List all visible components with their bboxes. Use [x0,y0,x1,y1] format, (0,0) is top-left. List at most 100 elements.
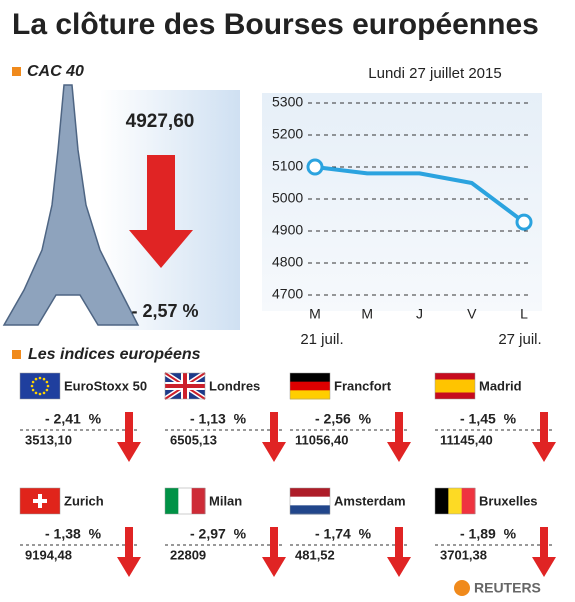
index-change: - 2,56 % [315,411,372,427]
y-tick-label: 4700 [272,286,303,302]
x-tick-label: L [520,306,528,322]
index-name: Zurich [64,493,104,508]
flag [435,488,476,514]
y-tick-label: 5000 [272,190,303,206]
x-tick-label: M [309,306,321,322]
bullet [12,350,21,359]
index-close: 9194,48 [25,547,72,562]
flag-border [434,487,476,515]
index-name: Amsterdam [334,493,406,508]
index-change: - 1,13 % [190,411,247,427]
flag-part [461,488,476,514]
down-arrow [532,527,556,577]
flag-part [290,496,330,506]
index-change: - 1,45 % [460,411,517,427]
index-close: 3513,10 [25,432,72,447]
flag-star [42,377,46,381]
y-tick-label: 5300 [272,94,303,110]
indices-heading: Les indices européens [28,346,201,363]
down-arrow [387,412,411,462]
date-label: 21 juil. [300,331,343,348]
flag-star [31,380,35,384]
cac-close: 4927,60 [126,111,195,132]
index-item: Milan - 2,97 % 22809 [164,487,286,577]
title: La clôture des Bourses européennes [12,8,539,41]
index-item: EuroStoxx 50 - 2,41 % 3513,10 [19,372,147,462]
down-arrow [117,527,141,577]
flag-star [45,388,49,392]
flag-part [165,488,179,514]
flag-part [435,488,449,514]
down-arrow [262,527,286,577]
down-arrow [387,527,411,577]
flag [290,488,330,515]
index-change: - 2,97 % [190,526,247,542]
flag-part [290,390,330,400]
down-arrow [262,412,286,462]
x-tick-label: J [416,306,423,322]
flag-part [165,373,205,399]
line [314,165,526,224]
index-change: - 1,38 % [45,526,102,542]
flag-part [435,379,475,393]
index-name: Londres [209,378,260,393]
flag-border [19,487,61,515]
down-arrow [117,412,141,462]
flag-star [38,376,42,380]
index-close: 481,52 [295,547,335,562]
date: Lundi 27 juillet 2015 [368,65,501,82]
index-change: - 2,41 % [45,411,102,427]
y-tick-label: 5100 [272,158,303,174]
index-close: 3701,38 [440,547,487,562]
down-arrow [532,412,556,462]
flag-border [289,487,331,515]
flag-part [33,494,47,508]
flag-star [38,392,42,396]
flag-star [31,388,35,392]
index-name: EuroStoxx 50 [64,378,147,393]
index-change: - 1,74 % [315,526,372,542]
flag-part [290,373,330,383]
reuters-logo [454,580,470,596]
index-close: 11145,40 [440,432,493,447]
flag [290,373,330,400]
down-arrow [129,155,193,268]
flag [20,488,60,514]
index-item: Amsterdam - 1,74 % 481,52 [289,487,411,577]
flag-part [178,488,193,514]
index-close: 11056,40 [295,432,349,447]
flag-star [42,391,46,395]
flag-star [34,377,38,381]
index-item: Francfort - 2,56 % 11056,40 [289,372,411,462]
date-label: 27 juil. [498,331,541,348]
index-item: Londres - 1,13 % 6505,13 [163,370,286,462]
y-tick-label: 5200 [272,126,303,142]
flag [20,373,60,399]
cac-change: - 2,57 % [131,301,198,321]
flag-border [19,372,61,400]
x-tick-label: V [467,306,477,322]
index-name: Milan [209,493,242,508]
flag-part [290,488,330,498]
index-item: Madrid - 1,45 % 11145,40 [434,372,556,462]
flag-part [448,488,463,514]
flag-part [290,381,330,391]
index-item: Bruxelles - 1,89 % 3701,38 [434,487,556,577]
index-name: Francfort [334,378,392,393]
x-tick-label: M [361,306,373,322]
source: REUTERS [474,580,541,596]
index-name: Bruxelles [479,493,538,508]
point-marker [306,158,324,176]
flag-border [289,372,331,400]
bullet [12,67,21,76]
flag-border [434,372,476,400]
point-marker [515,213,533,231]
index-close: 6505,13 [170,432,217,447]
flag-star [34,391,38,395]
flag-part [290,505,330,515]
flag-star [46,384,50,388]
index-name: Madrid [479,378,522,393]
index-close: 22809 [170,547,206,562]
flag-border [164,487,206,515]
